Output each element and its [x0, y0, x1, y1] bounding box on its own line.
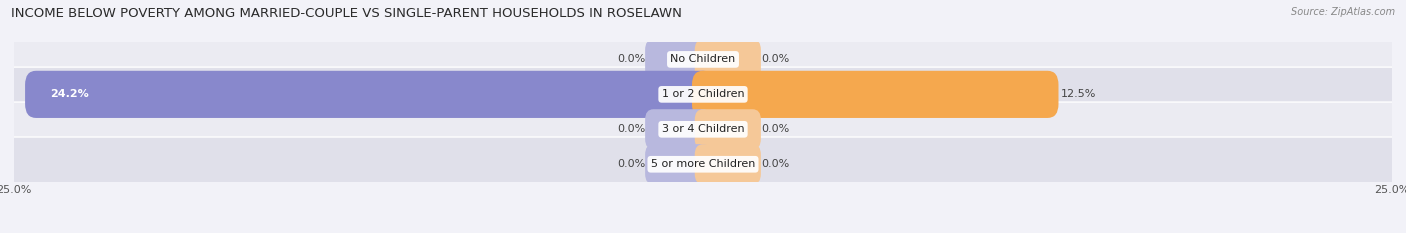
FancyBboxPatch shape [695, 109, 761, 149]
FancyBboxPatch shape [25, 71, 714, 118]
FancyBboxPatch shape [695, 39, 761, 79]
FancyBboxPatch shape [695, 144, 761, 184]
Text: 12.5%: 12.5% [1062, 89, 1097, 99]
Text: 0.0%: 0.0% [761, 124, 789, 134]
Text: INCOME BELOW POVERTY AMONG MARRIED-COUPLE VS SINGLE-PARENT HOUSEHOLDS IN ROSELAW: INCOME BELOW POVERTY AMONG MARRIED-COUPL… [11, 7, 682, 20]
FancyBboxPatch shape [645, 109, 711, 149]
FancyBboxPatch shape [645, 144, 711, 184]
Text: Source: ZipAtlas.com: Source: ZipAtlas.com [1291, 7, 1395, 17]
FancyBboxPatch shape [6, 137, 1400, 192]
Text: 1 or 2 Children: 1 or 2 Children [662, 89, 744, 99]
Text: 5 or more Children: 5 or more Children [651, 159, 755, 169]
FancyBboxPatch shape [645, 39, 711, 79]
Text: 0.0%: 0.0% [761, 159, 789, 169]
FancyBboxPatch shape [692, 71, 1059, 118]
FancyBboxPatch shape [6, 102, 1400, 157]
Text: 3 or 4 Children: 3 or 4 Children [662, 124, 744, 134]
Text: 0.0%: 0.0% [617, 159, 645, 169]
Text: No Children: No Children [671, 55, 735, 64]
Text: 24.2%: 24.2% [49, 89, 89, 99]
FancyBboxPatch shape [6, 32, 1400, 87]
Text: 0.0%: 0.0% [761, 55, 789, 64]
Text: 0.0%: 0.0% [617, 55, 645, 64]
FancyBboxPatch shape [6, 67, 1400, 122]
Text: 0.0%: 0.0% [617, 124, 645, 134]
